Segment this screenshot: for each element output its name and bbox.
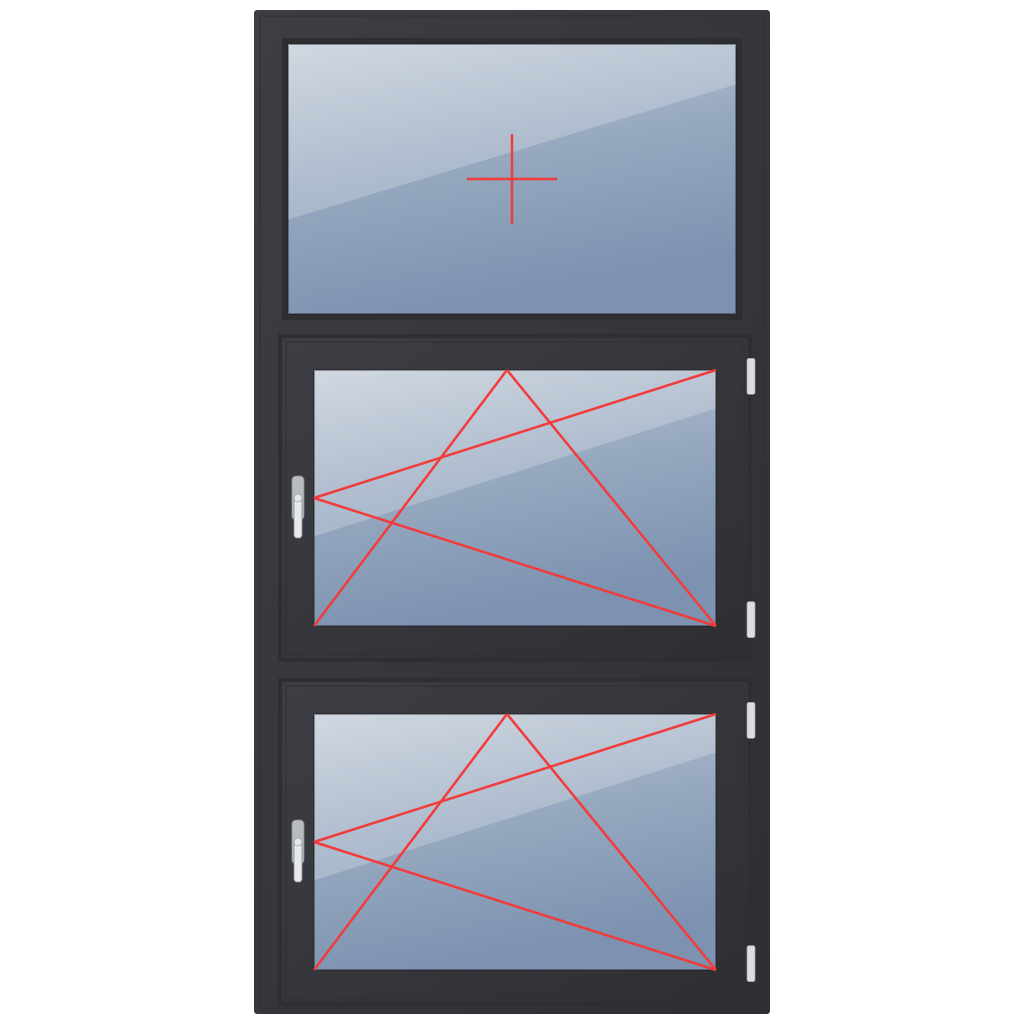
window-diagram [0, 0, 1024, 1024]
